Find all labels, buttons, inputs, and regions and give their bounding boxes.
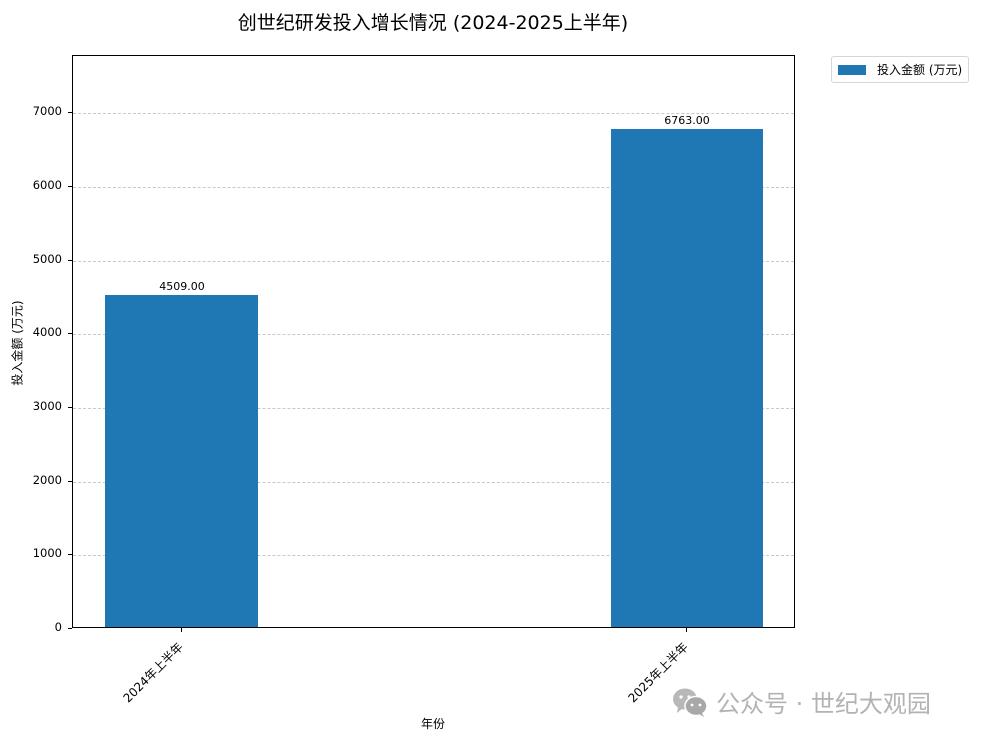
x-tick-label: 2024年上半年 [120, 639, 187, 706]
bar-value-label: 6763.00 [664, 114, 710, 127]
watermark-text: 公众号 · 世纪大观园 [716, 690, 931, 718]
plot-area: 4509.00 6763.00 [72, 55, 795, 628]
bar-2024-h1 [105, 295, 258, 627]
x-tick [181, 628, 182, 632]
legend-label: 投入金额 (万元) [877, 63, 963, 77]
x-tick [686, 628, 687, 632]
y-axis-label: 投入金额 (万元) [10, 300, 25, 386]
chart-title: 创世纪研发投入增长情况 (2024-2025上半年) [237, 12, 629, 34]
bar-value-label: 4509.00 [159, 280, 205, 293]
wechat-icon [673, 688, 708, 717]
gridline [73, 113, 794, 114]
watermark: 公众号 · 世纪大观园 [672, 684, 931, 719]
legend: 投入金额 (万元) [831, 56, 970, 83]
gridline [73, 482, 794, 483]
gridline [73, 334, 794, 335]
legend-swatch [838, 64, 866, 75]
x-axis-label: 年份 [420, 717, 446, 731]
bar-2025-h1 [611, 129, 763, 627]
gridline [73, 408, 794, 409]
gridline [73, 187, 794, 188]
gridline [73, 261, 794, 262]
gridline [73, 555, 794, 556]
